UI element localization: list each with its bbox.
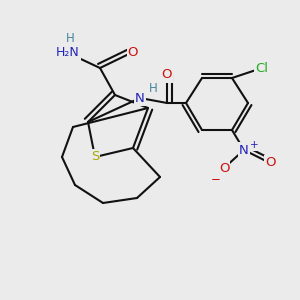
Text: H₂N: H₂N xyxy=(56,46,80,59)
Text: O: O xyxy=(265,157,275,169)
Text: O: O xyxy=(162,68,172,82)
Text: O: O xyxy=(219,161,229,175)
Text: H: H xyxy=(66,32,74,46)
Text: S: S xyxy=(91,151,99,164)
Text: −: − xyxy=(211,173,221,187)
Text: N: N xyxy=(135,92,145,104)
Text: N: N xyxy=(239,143,249,157)
Text: H: H xyxy=(148,82,158,94)
Text: +: + xyxy=(250,140,258,150)
Text: Cl: Cl xyxy=(256,61,268,74)
Text: O: O xyxy=(128,46,138,59)
